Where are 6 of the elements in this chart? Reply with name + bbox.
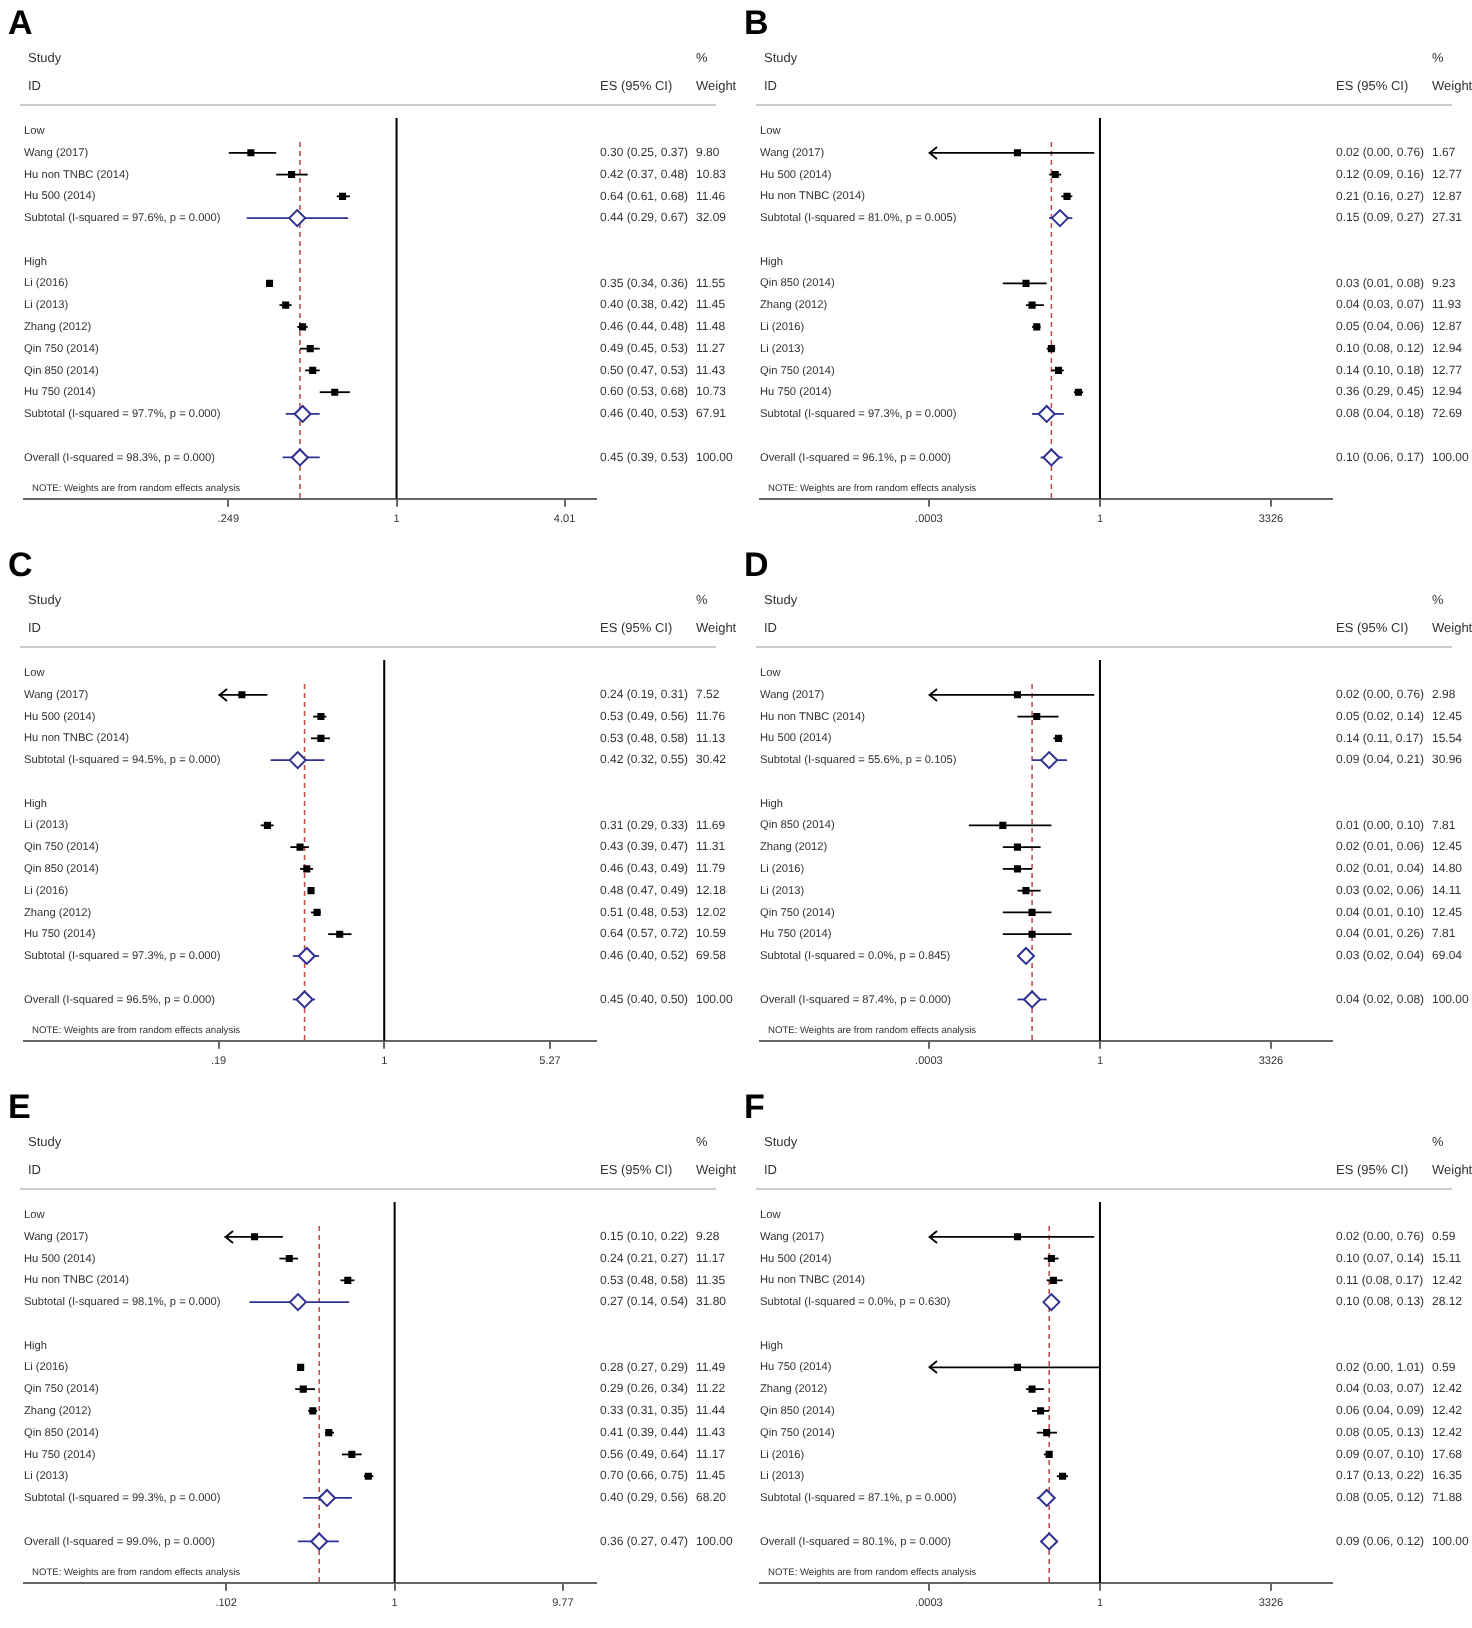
chart-title: B (744, 4, 769, 44)
chart-title: F (744, 1088, 765, 1128)
chart-title: A (8, 4, 33, 44)
chart-title: C (8, 546, 33, 586)
chart-title: E (8, 1088, 31, 1128)
chart-title: D (744, 546, 769, 586)
